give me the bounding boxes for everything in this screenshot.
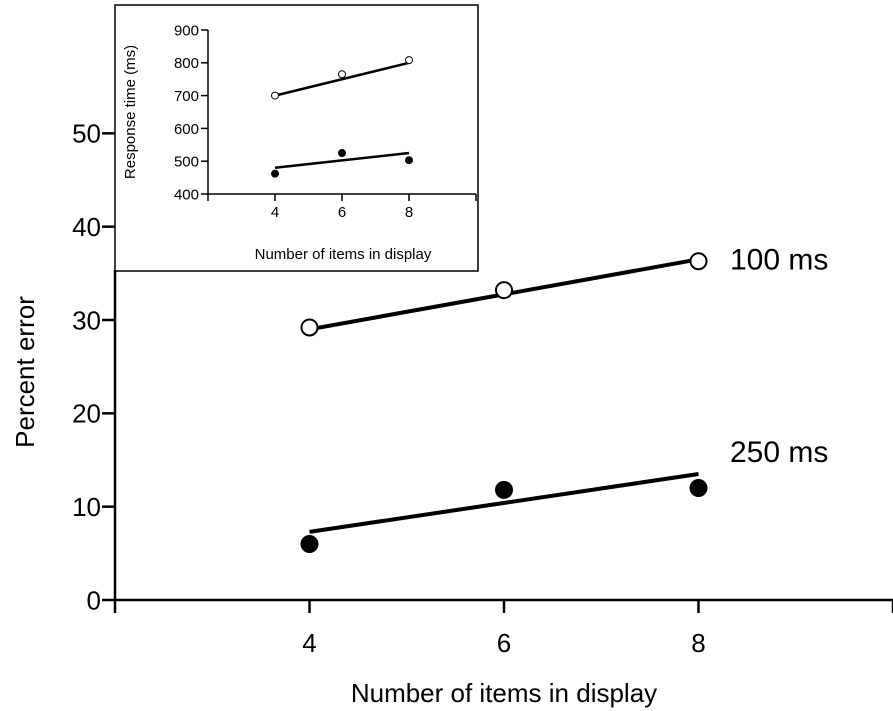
- main-y-tick-label: 30: [72, 305, 101, 335]
- inset-chart: 4 6 8 400 500 600 700 800 900 Number of items in …: [114, 4, 479, 272]
- main-point-filled: [689, 479, 708, 497]
- inset-y-axis-title: Response time (ms): [122, 45, 139, 179]
- main-point-open: [300, 318, 319, 337]
- inset-y-tick-label: 800: [174, 55, 199, 72]
- main-y-tick-label: 10: [72, 492, 101, 522]
- main-y-tick-label: 0: [87, 585, 101, 615]
- inset-frame: [114, 4, 479, 272]
- main-x-axis-title: Number of items in display: [351, 678, 657, 708]
- inset-y-tick-label: 600: [174, 121, 199, 138]
- main-y-axis-title: Percent error: [10, 296, 40, 448]
- inset-point-open: [271, 91, 279, 100]
- main-y-tick-label: 20: [72, 399, 101, 429]
- inset-point-filled: [405, 156, 413, 165]
- main-x-tick-label: 4: [302, 628, 316, 658]
- inset-x-tick-label: 4: [271, 204, 279, 221]
- inset-x-tick-label: 8: [405, 204, 413, 221]
- main-y-tick-label: 50: [72, 119, 101, 149]
- inset-x-tick-label: 6: [338, 204, 346, 221]
- inset-point-open: [338, 70, 346, 79]
- main-point-open: [689, 252, 708, 271]
- main-y-tick-label: 40: [72, 212, 101, 242]
- inset-point-open: [405, 56, 413, 65]
- inset-point-filled: [338, 149, 346, 157]
- inset-y-tick-label: 700: [174, 88, 199, 105]
- main-point-filled: [495, 480, 513, 499]
- inset-point-filled: [271, 169, 279, 178]
- inset-x-axis-title: Number of items in display: [255, 246, 432, 263]
- main-chart: 4 6 8 0 10 20 30 40 50 Number of items in display…: [10, 119, 893, 708]
- series-label-250ms: 250 ms: [730, 436, 828, 469]
- main-point-filled: [300, 535, 319, 553]
- main-fit-line-250ms: [309, 472, 699, 534]
- inset-y-tick-label: 900: [174, 22, 199, 39]
- inset-fit-line-100ms: [274, 61, 410, 97]
- main-x-tick-label: 6: [497, 628, 511, 658]
- main-point-open: [495, 281, 513, 300]
- inset-y-tick-label: 500: [174, 154, 199, 171]
- inset-fit-line-250ms: [274, 151, 410, 170]
- inset-y-tick-label: 400: [174, 186, 199, 203]
- main-x-tick-label: 8: [691, 628, 705, 658]
- series-label-100ms: 100 ms: [730, 243, 828, 276]
